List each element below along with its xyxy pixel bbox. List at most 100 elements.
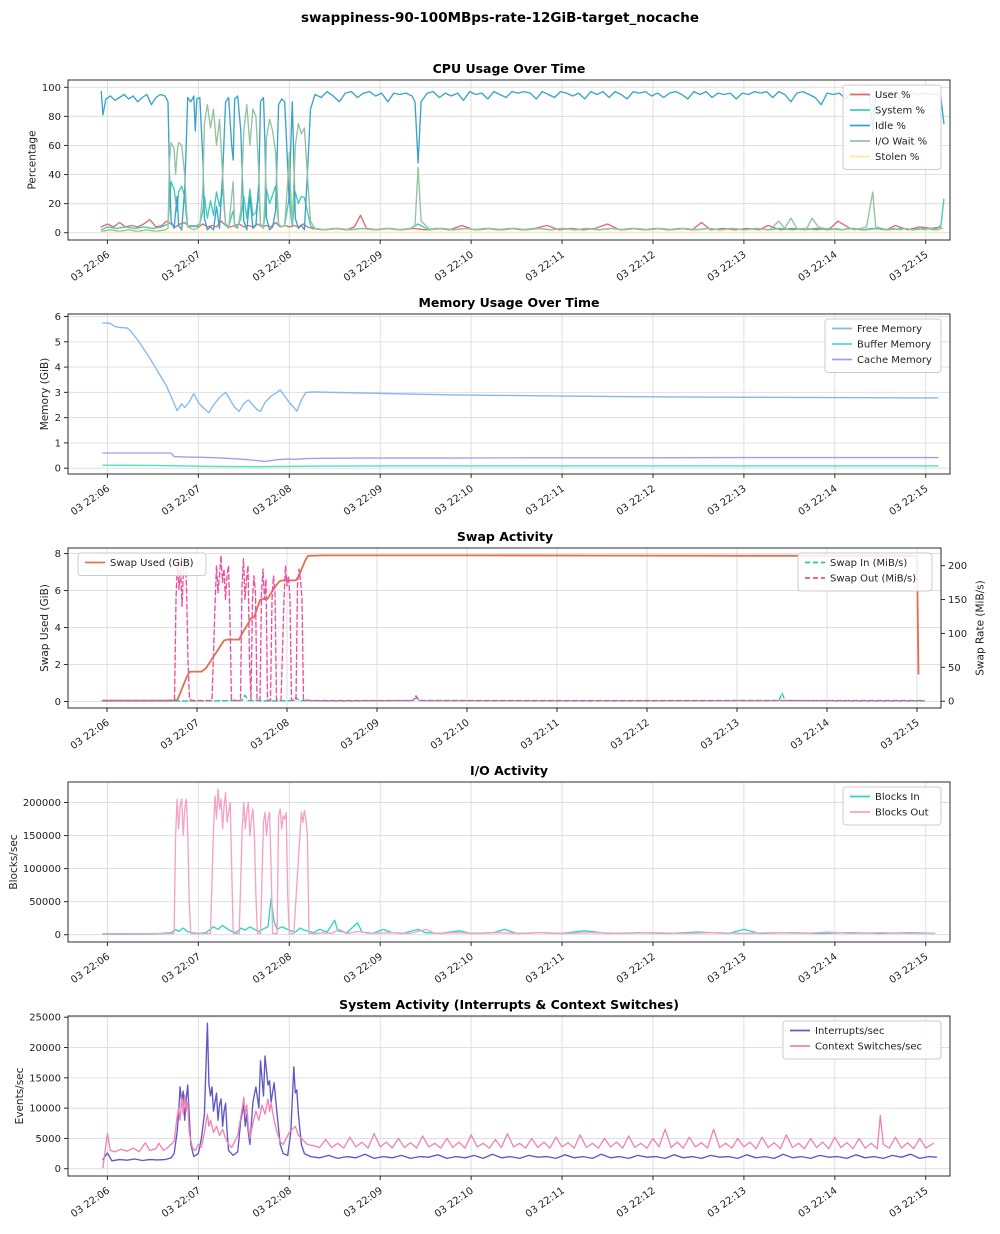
cpu-x-axis: 03 22:06 03 22:07 03 22:08 03 22:09 03 22:10… (69, 240, 930, 284)
legend-label-stolen: Stolen % (875, 152, 919, 163)
memory-y-axis-label: Memory (GiB) (39, 358, 51, 431)
swap-xtick-label: 03 22:12 (609, 717, 652, 752)
series-blocks-out (102, 788, 936, 935)
system-xtick-label: 03 22:13 (706, 1185, 749, 1220)
swap-y2tick-label: 50 (948, 663, 961, 674)
swap-legend-0: Swap Used (GiB) (77, 552, 207, 576)
memory-ytick-label: 2 (55, 413, 61, 424)
memory-grid (68, 314, 950, 474)
series-swap-used-gib (101, 554, 920, 702)
legend-label-user: User % (875, 90, 910, 101)
system-xtick-label: 03 22:09 (342, 1185, 385, 1220)
series-system (100, 181, 945, 231)
cpu-series-group (100, 90, 945, 233)
cpu-xtick-label: 03 22:07 (160, 249, 203, 284)
memory-xtick-label: 03 22:12 (615, 483, 658, 518)
memory-legend-0: Free Memory Buffer Memory Cache Memory (824, 318, 942, 373)
io-y-axis-label: Blocks/sec (8, 834, 20, 889)
legend-label-blocks-out: Blocks Out (875, 808, 929, 819)
io-xtick-label: 03 22:12 (615, 951, 658, 986)
io-xtick-label: 03 22:14 (797, 951, 840, 986)
cpu-xtick-label: 03 22:14 (797, 249, 840, 284)
system-ytick-label: 10000 (29, 1104, 61, 1115)
swap-xtick-label: 03 22:14 (789, 717, 832, 752)
memory-chart-canvas: Memory Usage Over Time 0 1 2 3 4 5 6 Memory (Gi… (39, 295, 951, 518)
system-ytick-label: 20000 (29, 1043, 61, 1054)
legend-label-context-switches-sec: Context Switches/sec (815, 1042, 922, 1053)
io-x-axis: 03 22:06 03 22:07 03 22:08 03 22:09 03 22:10… (69, 942, 930, 986)
io-ytick-label: 0 (55, 930, 61, 941)
memory-xtick-label: 03 22:06 (69, 483, 112, 518)
cpu-left-axis: 0 20 40 60 80 100 Percentage (26, 83, 68, 239)
cpu-ytick-label: 20 (48, 199, 61, 210)
series-buffer-memory (102, 464, 939, 468)
legend-label-cache-memory: Cache Memory (857, 355, 932, 366)
swap-xtick-label: 03 22:06 (69, 717, 112, 752)
io-xtick-label: 03 22:07 (160, 951, 203, 986)
series-swap-out-mib-s (101, 554, 926, 702)
swap-ytick-label: 0 (55, 697, 61, 708)
cpu-usage-chart: CPU Usage Over Time 0 20 40 60 80 100 Percenta… (0, 56, 1000, 290)
swap-xtick-label: 03 22:15 (879, 717, 922, 752)
system-activity-chart: System Activity (Interrupts & Context Sw… (0, 992, 1000, 1226)
io-left-axis: 0 50000 100000 150000 200000 Blocks/sec (8, 798, 68, 941)
swap-ytick-label: 6 (55, 586, 61, 597)
memory-left-axis: 0 1 2 3 4 5 6 Memory (GiB) (39, 312, 68, 475)
swap-chart-title: Swap Activity (457, 529, 553, 544)
system-xtick-label: 03 22:11 (524, 1185, 567, 1220)
system-plot-area: 0 5000 10000 15000 20000 25000 Events/sec 03 22… (14, 1013, 951, 1220)
io-ytick-label: 150000 (23, 831, 61, 842)
system-ytick-label: 15000 (29, 1073, 61, 1084)
system-y-axis-label: Events/sec (14, 1067, 26, 1124)
system-xtick-label: 03 22:15 (888, 1185, 931, 1220)
cpu-xtick-label: 03 22:12 (615, 249, 658, 284)
swap-right-axis: 0 50 100 150 200 Swap Rate (MiB/s) (941, 561, 987, 708)
memory-x-axis: 03 22:06 03 22:07 03 22:08 03 22:09 03 22:10… (69, 474, 930, 518)
memory-xtick-label: 03 22:10 (433, 483, 476, 518)
cpu-legend-0: User % System % Idle % I/O Wait % Stolen % (842, 84, 942, 170)
memory-usage-chart: Memory Usage Over Time 0 1 2 3 4 5 6 Memory (Gi… (0, 290, 1000, 524)
figure-suptitle: swappiness-90-100MBps-rate-12GiB-target_… (301, 10, 699, 26)
memory-spines (67, 313, 951, 475)
cpu-chart-canvas: CPU Usage Over Time 0 20 40 60 80 100 Percenta… (26, 61, 951, 284)
system-xtick-label: 03 22:10 (433, 1185, 476, 1220)
cpu-chart-title: CPU Usage Over Time (433, 61, 586, 76)
system-xtick-label: 03 22:06 (69, 1185, 112, 1220)
memory-xtick-label: 03 22:14 (797, 483, 840, 518)
io-xtick-label: 03 22:15 (888, 951, 931, 986)
series-swap-in-mib-s (101, 692, 926, 702)
memory-series-group (102, 322, 939, 468)
system-xtick-label: 03 22:07 (160, 1185, 203, 1220)
series-interrupts-sec (102, 1022, 938, 1162)
series-idle (100, 90, 945, 231)
system-xtick-label: 03 22:08 (251, 1185, 294, 1220)
memory-xtick-label: 03 22:09 (342, 483, 385, 518)
series-context-switches-sec (102, 1094, 934, 1169)
system-ytick-label: 25000 (29, 1013, 61, 1024)
memory-chart-title: Memory Usage Over Time (418, 295, 599, 310)
swap-xtick-label: 03 22:08 (249, 717, 292, 752)
memory-xtick-label: 03 22:07 (160, 483, 203, 518)
cpu-xtick-label: 03 22:15 (888, 249, 931, 284)
cpu-xtick-label: 03 22:08 (251, 249, 294, 284)
io-ytick-label: 50000 (29, 897, 61, 908)
io-ytick-label: 200000 (23, 798, 61, 809)
io-chart-title: I/O Activity (470, 763, 548, 778)
cpu-xtick-label: 03 22:09 (342, 249, 385, 284)
legend-label-system: System % (875, 106, 925, 117)
legend-label-buffer-memory: Buffer Memory (857, 340, 931, 351)
legend-label-free-memory: Free Memory (857, 324, 922, 335)
io-xtick-label: 03 22:09 (342, 951, 385, 986)
legend-label-idle: Idle % (875, 121, 906, 132)
memory-ytick-label: 6 (55, 312, 61, 323)
swap-ytick-label: 4 (55, 623, 61, 634)
system-x-axis: 03 22:06 03 22:07 03 22:08 03 22:09 03 22:10… (69, 1176, 930, 1220)
system-chart-title: System Activity (Interrupts & Context Sw… (339, 997, 679, 1012)
cpu-xtick-label: 03 22:11 (524, 249, 567, 284)
swap-legend-1: Swap In (MiB/s) Swap Out (MiB/s) (797, 552, 933, 592)
memory-ytick-label: 0 (55, 464, 61, 475)
cpu-xtick-label: 03 22:06 (69, 249, 112, 284)
io-plot-area: 0 50000 100000 150000 200000 Blocks/sec 03 22:… (8, 781, 951, 986)
